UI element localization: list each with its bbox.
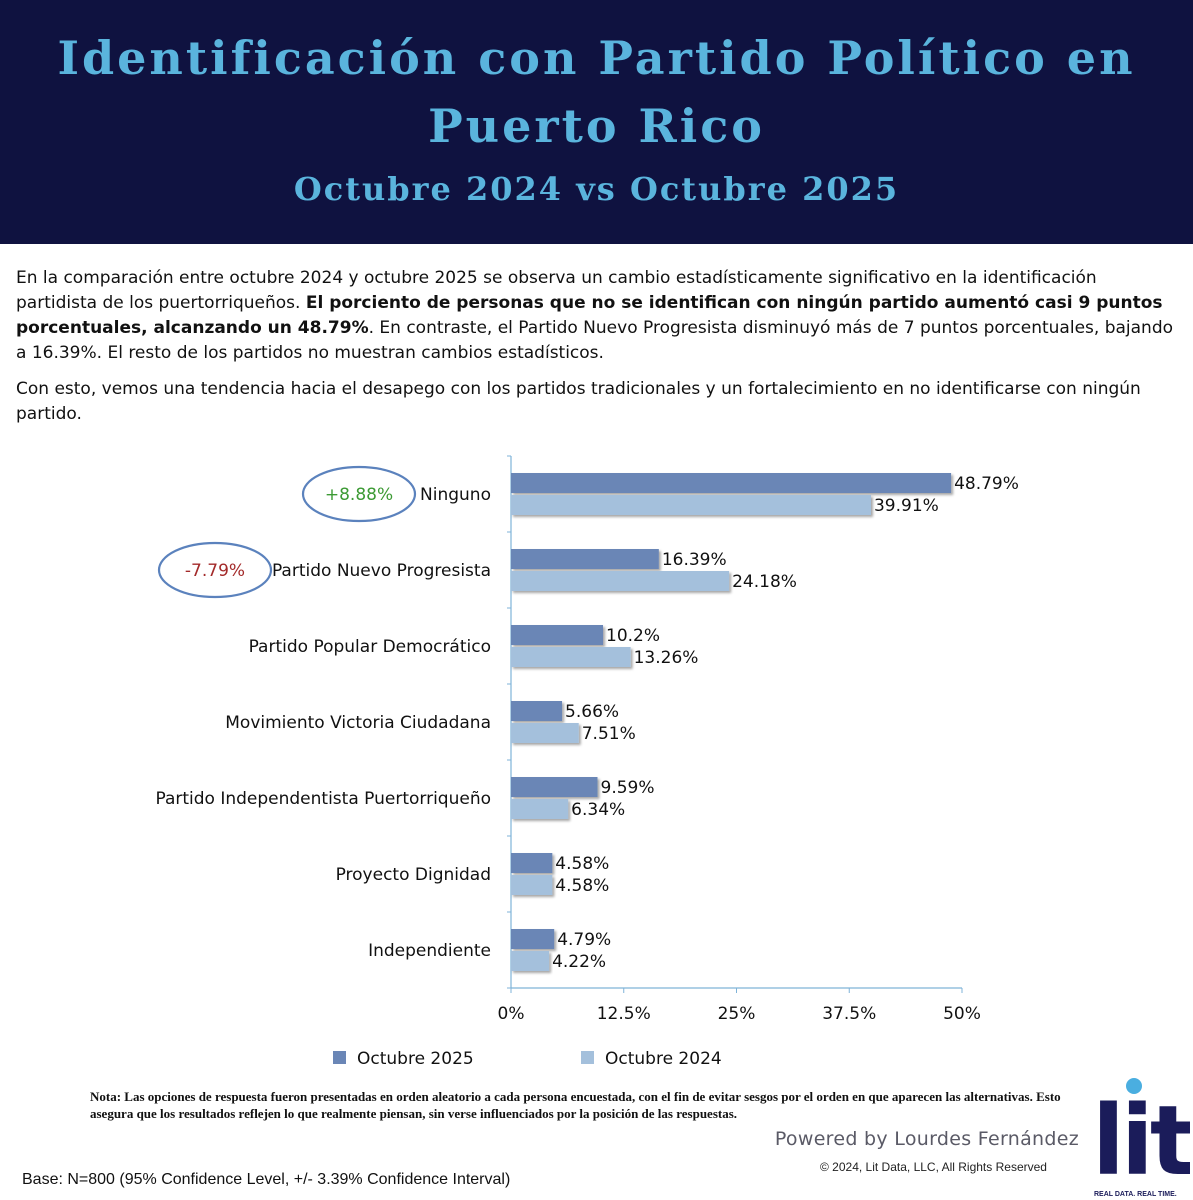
- data-label: 39.91%: [874, 496, 939, 516]
- logo-dot: [1126, 1078, 1142, 1094]
- legend-swatch: [581, 1051, 594, 1064]
- bar: [511, 951, 550, 971]
- data-label: 9.59%: [601, 778, 655, 798]
- logo-wordmark: lit: [1092, 1085, 1190, 1197]
- bar-chart: 0% 12.5% 25% 37.5% 50% Ninguno 48.79% 39.91% Par…: [155, 455, 1019, 1069]
- change-annotation-text: +8.88%: [325, 485, 393, 505]
- intro-paragraph-1: En la comparación entre octubre 2024 y o…: [16, 266, 1176, 366]
- bar: [511, 799, 569, 819]
- data-label: 7.51%: [582, 724, 636, 744]
- category-label: Partido Popular Democrático: [249, 637, 491, 657]
- data-label: 48.79%: [954, 474, 1019, 494]
- category-label: Movimiento Victoria Ciudadana: [225, 713, 491, 733]
- logo-tagline: REAL DATA. REAL TIME.: [1094, 1191, 1177, 1198]
- change-annotation-text: -7.79%: [185, 561, 245, 581]
- data-label: 4.22%: [552, 952, 606, 972]
- bar: [511, 701, 563, 721]
- lit-logo: lit REAL DATA. REAL TIME.: [1092, 1078, 1190, 1198]
- page-title-line-1: Identificación con Partido Político en: [57, 31, 1136, 85]
- x-tick-label: 50%: [943, 1004, 981, 1024]
- change-annotation-ellipse: [157, 541, 273, 599]
- legend-label: Octubre 2024: [605, 1049, 722, 1069]
- x-tick-label: 0%: [498, 1004, 525, 1024]
- header-banner: Identificación con Partido Político en P…: [0, 0, 1193, 244]
- page-title-line-2: Puerto Rico: [428, 99, 765, 153]
- legend-label: Octubre 2025: [357, 1049, 474, 1069]
- legend-swatch: [333, 1051, 346, 1064]
- x-tick-label: 25%: [718, 1004, 756, 1024]
- bar: [511, 875, 553, 895]
- bar: [511, 495, 871, 515]
- powered-by: Powered by Lourdes Fernández: [774, 1128, 1079, 1150]
- data-label: 4.58%: [555, 854, 609, 874]
- category-label: Partido Nuevo Progresista: [272, 561, 491, 581]
- page-title: Identificación con Partido Político en P…: [0, 24, 1193, 160]
- intro-text-a: En la comparación entre octubre 2024 y o…: [16, 268, 1097, 313]
- bar: [511, 723, 579, 743]
- intro-text: En la comparación entre octubre 2024 y o…: [16, 266, 1176, 438]
- data-label: 5.66%: [565, 702, 619, 722]
- sample-base: Base: N=800 (95% Confidence Level, +/- 3…: [22, 1171, 511, 1188]
- data-label: 6.34%: [571, 800, 625, 820]
- bar: [511, 929, 555, 949]
- copyright: © 2024, Lit Data, LLC, All Rights Reserv…: [820, 1160, 1047, 1174]
- footnote-label: Nota: [90, 1089, 117, 1104]
- bar: [511, 549, 659, 569]
- bar: [511, 625, 604, 645]
- bar: [511, 571, 730, 591]
- change-annotation-ellipse: [301, 465, 417, 523]
- intro-text-b: . En contraste, el Partido Nuevo Progres…: [16, 318, 1174, 363]
- category-label: Partido Independentista Puertorriqueño: [155, 789, 491, 809]
- intro-paragraph-2: Con esto, vemos una tendencia hacia el d…: [16, 379, 1141, 424]
- data-label: 16.39%: [662, 550, 727, 570]
- data-label: 4.58%: [555, 876, 609, 896]
- bar: [511, 647, 631, 667]
- data-label: 10.2%: [606, 626, 660, 646]
- page-subtitle: Octubre 2024 vs Octubre 2025: [293, 170, 900, 208]
- footnote: Nota: Las opciones de respuesta fueron p…: [90, 1088, 1065, 1122]
- category-label: Ninguno: [420, 485, 491, 505]
- bar: [511, 853, 553, 873]
- bar: [511, 777, 598, 797]
- footnote-text: : Las opciones de respuesta fueron prese…: [90, 1089, 1061, 1121]
- data-label: 24.18%: [732, 572, 797, 592]
- intro-text-bold: El porciento de personas que no se ident…: [16, 293, 1163, 338]
- data-label: 13.26%: [634, 648, 699, 668]
- x-tick-label: 12.5%: [597, 1004, 651, 1024]
- x-tick-label: 37.5%: [822, 1004, 876, 1024]
- data-label: 4.79%: [557, 930, 611, 950]
- category-label: Independiente: [368, 941, 491, 961]
- bar: [511, 473, 952, 493]
- category-label: Proyecto Dignidad: [336, 865, 491, 885]
